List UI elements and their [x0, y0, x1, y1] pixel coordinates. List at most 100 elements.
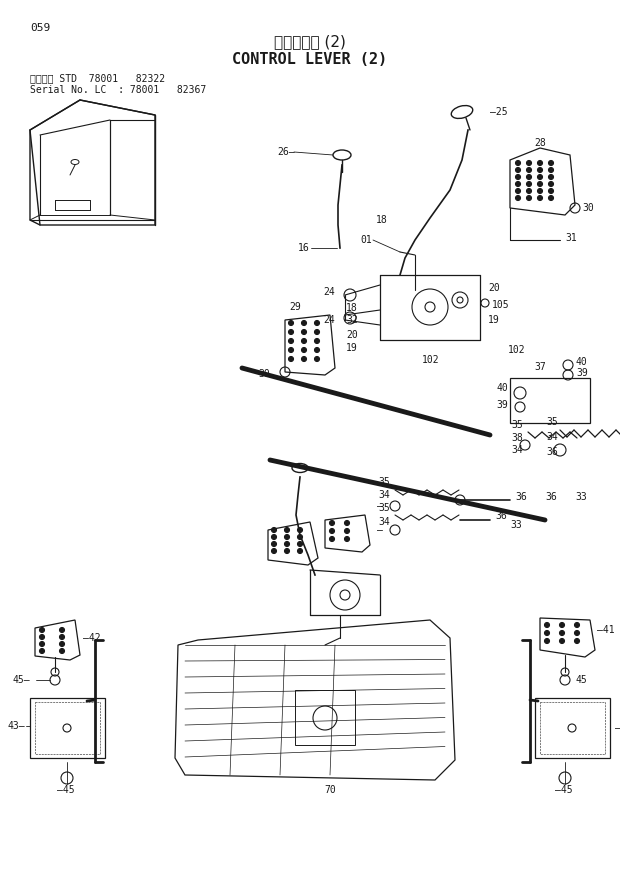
Circle shape: [559, 639, 564, 644]
Circle shape: [515, 160, 521, 166]
Circle shape: [298, 534, 303, 540]
Text: 操作レバー (2): 操作レバー (2): [274, 34, 346, 50]
Circle shape: [288, 357, 293, 362]
Bar: [540, 702, 605, 754]
Text: 102: 102: [422, 355, 440, 365]
Text: 45—: 45—: [12, 675, 30, 685]
Circle shape: [288, 321, 293, 326]
Circle shape: [285, 534, 290, 540]
Text: 45: 45: [575, 675, 587, 685]
Circle shape: [314, 321, 319, 326]
Circle shape: [298, 527, 303, 533]
Circle shape: [60, 648, 64, 653]
Circle shape: [526, 160, 531, 166]
Circle shape: [575, 631, 580, 635]
Text: 20: 20: [346, 330, 358, 340]
Circle shape: [345, 528, 350, 533]
Circle shape: [285, 548, 290, 554]
Text: 20: 20: [488, 283, 500, 293]
Text: 36: 36: [546, 447, 558, 457]
Circle shape: [60, 634, 64, 639]
Circle shape: [544, 631, 549, 635]
Text: —44: —44: [615, 723, 620, 733]
Circle shape: [538, 160, 542, 166]
Text: 26—: 26—: [277, 147, 295, 157]
Circle shape: [538, 167, 542, 173]
Text: 30: 30: [582, 203, 594, 213]
Circle shape: [285, 527, 290, 533]
Circle shape: [288, 329, 293, 335]
Text: —: —: [377, 525, 383, 535]
Text: 34: 34: [546, 432, 558, 442]
Circle shape: [538, 174, 542, 180]
Text: 28: 28: [534, 138, 546, 148]
Circle shape: [549, 188, 554, 194]
Text: 34: 34: [378, 517, 390, 527]
Text: 19: 19: [488, 315, 500, 325]
Circle shape: [288, 348, 293, 352]
Circle shape: [301, 357, 306, 362]
Text: —41: —41: [597, 625, 614, 635]
Circle shape: [515, 195, 521, 201]
Circle shape: [285, 541, 290, 547]
Circle shape: [559, 631, 564, 635]
Text: 33: 33: [510, 520, 522, 530]
Circle shape: [549, 195, 554, 201]
Text: 16: 16: [298, 243, 310, 253]
Circle shape: [272, 527, 277, 533]
Text: 40: 40: [576, 357, 588, 367]
Circle shape: [288, 338, 293, 343]
Text: 34: 34: [512, 445, 523, 455]
Circle shape: [538, 195, 542, 201]
Circle shape: [526, 174, 531, 180]
Text: 36: 36: [495, 511, 507, 521]
Text: 適用号機 STD  78001   82322: 適用号機 STD 78001 82322: [30, 73, 165, 83]
Text: 32: 32: [346, 315, 358, 325]
Circle shape: [345, 536, 350, 541]
Text: 059: 059: [30, 23, 50, 33]
Text: 30: 30: [259, 369, 270, 379]
Circle shape: [301, 321, 306, 326]
Text: 24: 24: [323, 287, 335, 297]
Circle shape: [345, 520, 350, 526]
Circle shape: [329, 520, 335, 526]
Circle shape: [40, 641, 45, 646]
Circle shape: [559, 623, 564, 627]
Circle shape: [272, 548, 277, 554]
Circle shape: [60, 641, 64, 646]
Text: 36: 36: [515, 492, 527, 502]
Circle shape: [549, 181, 554, 187]
Circle shape: [314, 348, 319, 352]
Circle shape: [575, 623, 580, 627]
Text: 36: 36: [545, 492, 557, 502]
Text: 40: 40: [496, 383, 508, 393]
Text: Serial No. LC  : 78001   82367: Serial No. LC : 78001 82367: [30, 85, 206, 95]
Circle shape: [575, 639, 580, 644]
Circle shape: [515, 167, 521, 173]
Bar: [295, 690, 355, 745]
Circle shape: [301, 348, 306, 352]
Text: 31: 31: [565, 233, 577, 243]
Text: —42: —42: [83, 633, 100, 643]
Circle shape: [298, 548, 303, 554]
Text: —45: —45: [57, 785, 74, 795]
Circle shape: [40, 634, 45, 639]
Text: —25: —25: [490, 107, 508, 117]
Text: 70: 70: [324, 785, 336, 795]
Text: 35: 35: [378, 503, 390, 513]
Bar: [510, 378, 590, 423]
Circle shape: [329, 528, 335, 533]
Text: 19: 19: [346, 343, 358, 353]
Circle shape: [549, 160, 554, 166]
Text: —: —: [377, 501, 383, 511]
Circle shape: [314, 357, 319, 362]
Circle shape: [40, 648, 45, 653]
Circle shape: [544, 639, 549, 644]
Circle shape: [526, 188, 531, 194]
Circle shape: [301, 338, 306, 343]
Circle shape: [301, 329, 306, 335]
Bar: [35, 702, 100, 754]
Bar: [535, 698, 610, 758]
Circle shape: [314, 329, 319, 335]
Circle shape: [272, 541, 277, 547]
